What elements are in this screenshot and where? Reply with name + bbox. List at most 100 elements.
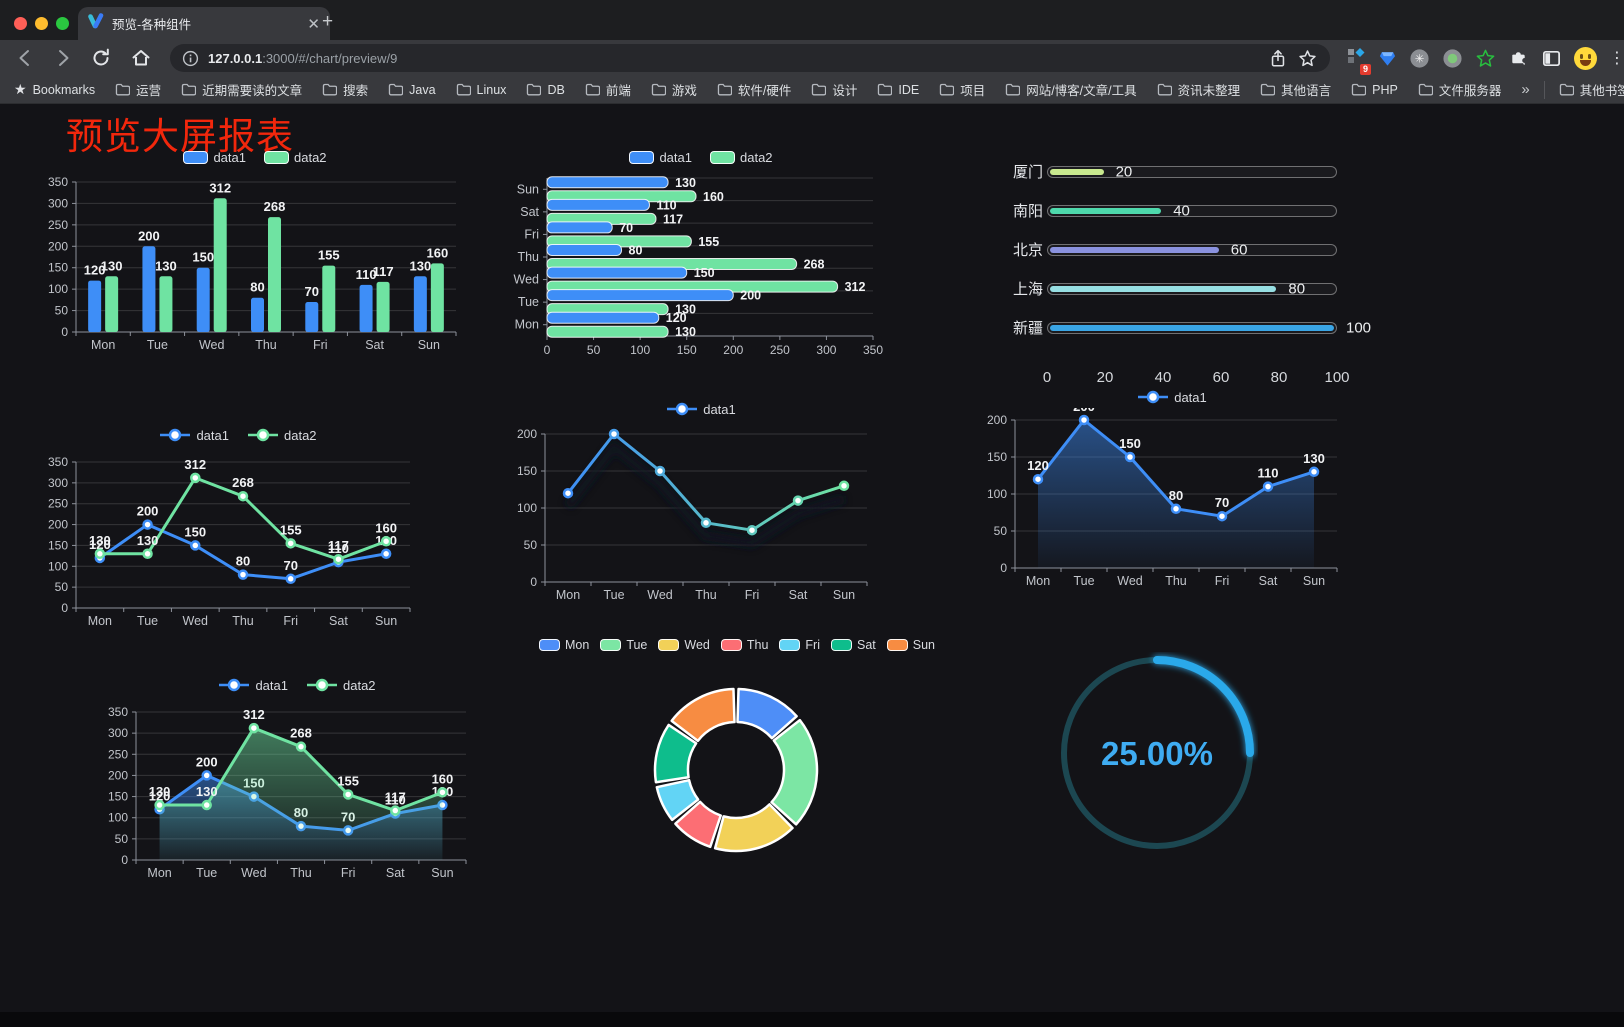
chart-canvas: 0 50 100 150 200 250 300 350 Mon Tue Wed Thu Fri Sat S… [48,455,411,628]
bookmark-folder[interactable]: 前端 [585,80,631,99]
url-text[interactable]: 127.0.0.1:3000/#/chart/preview/9 [208,50,398,66]
bookmark-folder[interactable]: 项目 [939,80,985,99]
svg-text:130: 130 [1303,451,1325,466]
chart-donut: Mon Tue Wed Thu Fri Sat Sun [527,634,947,880]
svg-text:160: 160 [432,771,454,786]
svg-text:130: 130 [410,258,432,273]
legend-item[interactable]: Thu [720,638,768,652]
legend-item[interactable]: Tue [600,638,647,652]
forward-icon[interactable] [52,47,74,69]
menu-icon[interactable]: ⋮ [1609,50,1624,67]
svg-text:155: 155 [280,522,302,537]
profile-avatar[interactable] [1574,46,1597,70]
folder-icon [585,83,600,96]
legend-item[interactable]: data2 [247,428,317,443]
extension-proxy-icon[interactable]: 9 [1346,46,1371,75]
bookmark-folder[interactable]: 游戏 [651,80,697,99]
legend-item[interactable]: Mon [538,638,589,652]
new-tab-button[interactable]: + [322,11,334,32]
svg-text:150: 150 [184,524,206,539]
svg-text:120: 120 [89,537,111,552]
legend-item[interactable]: data2 [306,678,376,693]
svg-text:110: 110 [356,267,377,282]
browser-titlebar: 预览-各种组件 ✕ + [0,0,1624,40]
chart-line-gradient: data1 0 50 100 150 200 Mon Tue Wed Thu Fri Sat Sun [505,398,897,610]
bookmark-folder[interactable]: 运营 [115,80,161,99]
svg-text:300: 300 [48,196,68,210]
bookmark-folder[interactable]: 近期需要读的文章 [181,80,302,99]
minimize-window-button[interactable] [35,17,48,30]
tab-close-icon[interactable]: ✕ [307,15,320,33]
bookmark-folder[interactable]: 软件/硬件 [717,80,791,99]
extension-disabled-icon[interactable]: ✳ [1409,48,1430,69]
zoom-window-button[interactable] [56,17,69,30]
bookmark-folder[interactable]: 搜索 [322,80,368,99]
bookmark-folder[interactable]: 文件服务器 [1418,80,1501,99]
bookmarks-overflow-chevron[interactable]: » [1521,81,1530,98]
svg-text:200: 200 [137,504,159,519]
legend-item[interactable]: data1 [218,678,288,693]
progress-track: 20 [1047,163,1337,180]
back-icon[interactable] [14,47,36,69]
bookmark-folder[interactable]: 网站/博客/文章/工具 [1005,80,1137,99]
home-icon[interactable] [130,47,152,69]
bookmarks-root[interactable]: ★ Bookmarks [14,81,95,98]
extension-star-icon[interactable] [1475,48,1496,69]
legend-item[interactable]: Fri [779,638,820,652]
bookmark-folder[interactable]: 设计 [811,80,857,99]
svg-text:200: 200 [108,768,128,782]
bookmark-folder[interactable]: 资讯未整理 [1157,80,1240,99]
folder-icon [181,83,197,96]
progress-fill [1050,168,1104,175]
chart-canvas: 0 50 100 150 200 250 300 350 Mon Tue Wed Thu Fri Sat S… [108,705,467,880]
extensions-puzzle-icon[interactable] [1508,48,1529,69]
svg-text:Mon: Mon [147,866,171,880]
side-panel-icon[interactable] [1541,48,1562,69]
bookmark-folder[interactable]: IDE [877,83,919,97]
bookmark-star-icon[interactable] [1297,48,1318,69]
legend-item[interactable]: data1 [183,150,246,165]
address-bar[interactable]: 127.0.0.1:3000/#/chart/preview/9 [170,44,1330,72]
legend-item[interactable]: data1 [159,428,229,443]
share-icon[interactable] [1268,48,1288,69]
browser-tab[interactable]: 预览-各种组件 ✕ [78,7,330,40]
svg-text:150: 150 [48,261,68,275]
svg-text:Sat: Sat [329,614,348,628]
svg-text:150: 150 [192,250,214,265]
svg-text:312: 312 [243,707,265,722]
bookmark-folder[interactable]: PHP [1351,83,1398,97]
legend-item[interactable]: data1 [629,150,692,165]
legend-item[interactable]: Sun [886,638,935,652]
close-window-button[interactable] [14,17,27,30]
legend-item[interactable]: data1 [1137,390,1207,405]
legend-item[interactable]: data2 [264,150,327,165]
bookmark-folder[interactable]: Linux [456,83,506,97]
other-bookmarks[interactable]: 其他书签 [1559,80,1624,99]
extension-recorder-icon[interactable] [1442,48,1463,69]
info-icon[interactable] [182,50,199,67]
legend-item[interactable]: data2 [710,150,773,165]
progress-value: 80 [1288,280,1306,297]
extension-gem-icon[interactable] [1378,48,1397,68]
svg-text:155: 155 [318,248,340,263]
svg-text:350: 350 [48,455,68,469]
folder-icon [812,83,827,96]
folder-icon [1006,83,1021,96]
legend-item[interactable]: data1 [666,402,736,417]
svg-text:250: 250 [108,747,128,761]
bookmark-folder[interactable]: DB [526,83,565,97]
svg-text:0: 0 [61,601,68,615]
svg-text:50: 50 [994,524,1008,538]
progress-label: 北京 [1013,242,1044,259]
svg-text:110: 110 [328,541,349,556]
legend-item[interactable]: Sat [831,638,876,652]
bookmark-folder[interactable]: 其他语言 [1260,80,1331,99]
svg-text:130: 130 [675,176,696,190]
legend-item[interactable]: Wed [658,638,710,652]
bookmark-folder[interactable]: Java [388,83,436,97]
reload-icon[interactable] [90,47,112,69]
svg-text:Sat: Sat [386,866,405,880]
chart-canvas: 25.00% [1061,656,1254,849]
folder-icon [388,83,404,96]
chart-canvas [653,687,819,853]
